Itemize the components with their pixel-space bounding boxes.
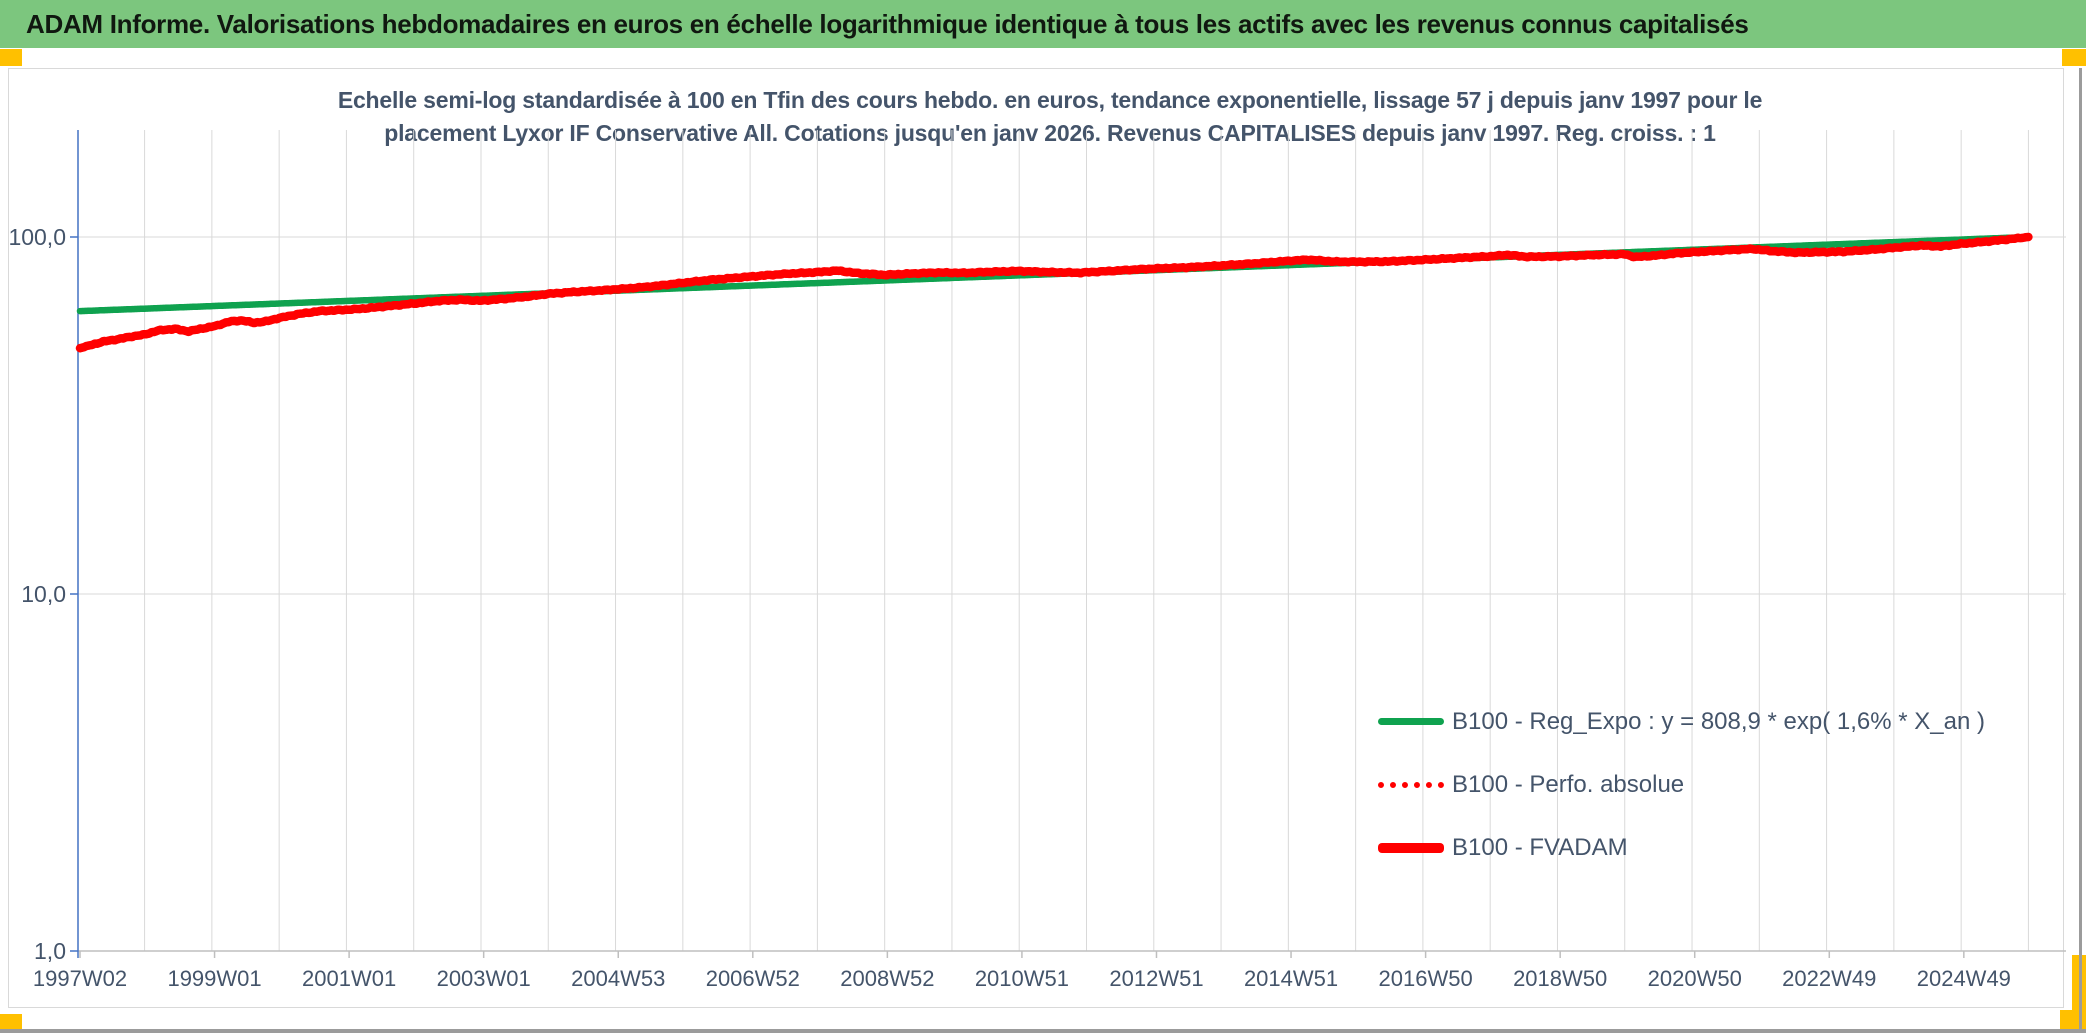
legend-swatch-thick — [1378, 842, 1444, 853]
x-axis-label: 2004W53 — [571, 966, 666, 991]
x-axis-label: 2003W01 — [436, 966, 531, 991]
x-axis-label: 2001W01 — [302, 966, 397, 991]
chart-title-line-1: Echelle semi-log standardisée à 100 en T… — [337, 87, 1763, 113]
y-axis-label: 1,0 — [34, 938, 66, 964]
legend-item-b100-perfo-absolue[interactable]: B100 - Perfo. absolue — [1378, 753, 1985, 816]
window-edge-right — [2079, 68, 2082, 1030]
x-axis-label: 1997W02 — [32, 966, 128, 991]
x-axis-label: 2018W50 — [1513, 966, 1608, 991]
x-axis-label: 2010W51 — [974, 966, 1069, 991]
window-title-bar: ADAM Informe. Valorisations hebdomadaire… — [0, 0, 2086, 48]
x-axis-label: 2006W52 — [705, 966, 800, 991]
legend-label: B100 - Reg_Expo : y = 808,9 * exp( 1,6% … — [1452, 707, 1985, 735]
x-axis-label: 2020W50 — [1647, 966, 1742, 991]
x-axis-label: 2012W51 — [1109, 966, 1204, 991]
x-axis-label: 1999W01 — [167, 966, 262, 991]
y-axis-label: 10,0 — [21, 581, 66, 607]
legend-swatch-solid — [1378, 718, 1444, 725]
chart-legend[interactable]: B100 - Reg_Expo : y = 808,9 * exp( 1,6% … — [1378, 690, 1985, 879]
accent-square-bottom-right — [2060, 1010, 2086, 1031]
window-title: ADAM Informe. Valorisations hebdomadaire… — [26, 8, 1749, 39]
y-axis-label: 100,0 — [8, 224, 66, 250]
x-axis-label: 2024W49 — [1916, 966, 2011, 991]
chart-title-line-2: placement Lyxor IF Conservative All. Cot… — [384, 120, 1716, 146]
legend-label: B100 - FVADAM — [1452, 833, 1628, 861]
chart-canvas[interactable] — [8, 68, 2064, 1008]
legend-item-b100-reg-expo-y-808-9-exp-1-6-x-an[interactable]: B100 - Reg_Expo : y = 808,9 * exp( 1,6% … — [1378, 690, 1985, 753]
accent-square-bottom-left — [0, 1014, 22, 1031]
x-axis-label: 2008W52 — [840, 966, 935, 991]
legend-item-b100-fvadam[interactable]: B100 - FVADAM — [1378, 816, 1985, 879]
chart-title: Echelle semi-log standardisée à 100 en T… — [250, 84, 1850, 150]
accent-square-top-left — [0, 49, 22, 66]
legend-label: B100 - Perfo. absolue — [1452, 770, 1685, 798]
accent-square-top-right — [2062, 49, 2086, 66]
legend-swatch-dotted — [1378, 781, 1444, 788]
x-axis-label: 2014W51 — [1243, 966, 1339, 991]
window-edge-bottom — [0, 1029, 2086, 1033]
x-axis-label: 2022W49 — [1782, 966, 1877, 991]
x-axis-label: 2016W50 — [1378, 966, 1473, 991]
